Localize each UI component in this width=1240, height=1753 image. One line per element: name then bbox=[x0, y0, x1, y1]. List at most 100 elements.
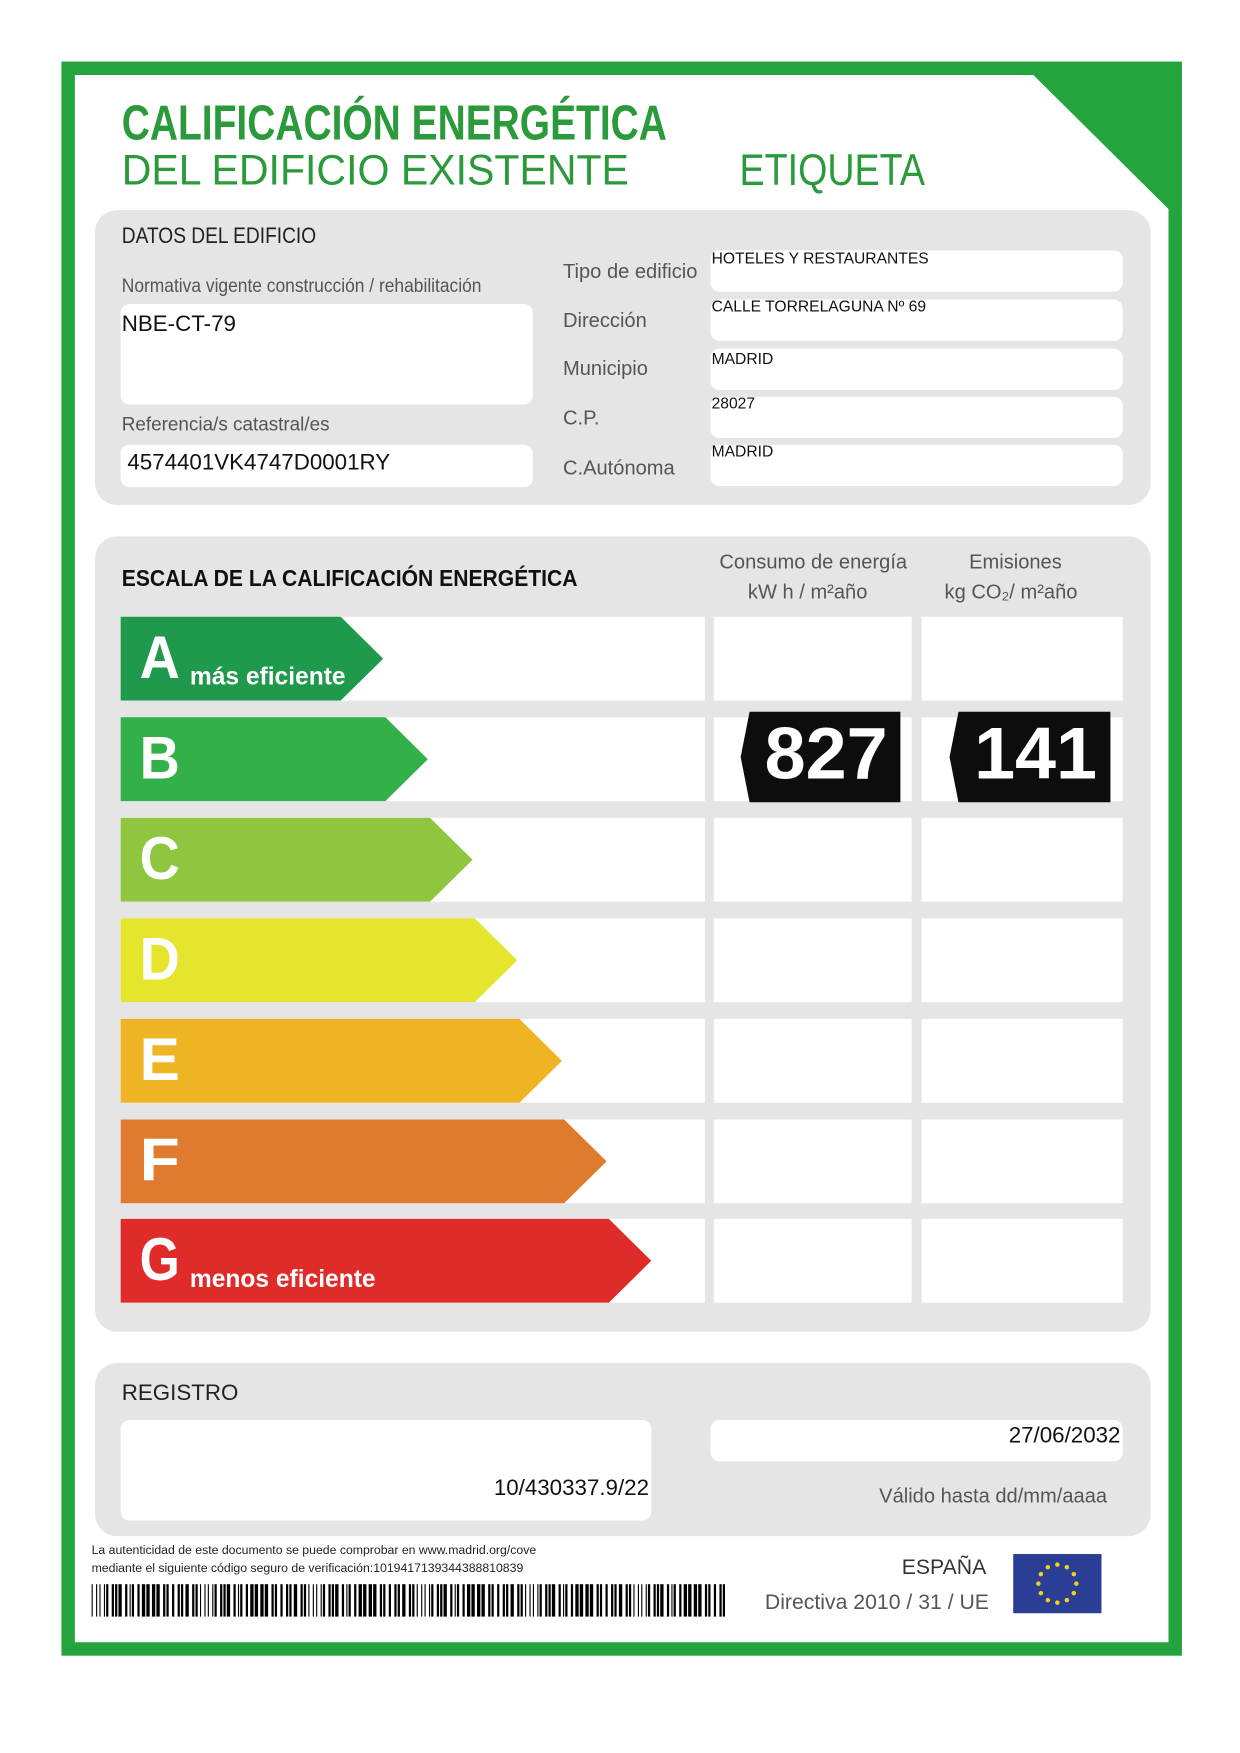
column-header: Consumo de energía bbox=[719, 551, 907, 573]
barcode-bar bbox=[402, 1584, 406, 1617]
barcode-bar bbox=[462, 1584, 465, 1617]
barcode-bar bbox=[436, 1584, 440, 1617]
cell bbox=[921, 616, 1123, 701]
verification-text: mediante el siguiente código seguro de v… bbox=[92, 1561, 524, 1575]
cell bbox=[921, 1018, 1123, 1103]
barcode-bar bbox=[537, 1584, 539, 1617]
barcode-bar bbox=[693, 1584, 698, 1617]
barcode-bar bbox=[596, 1584, 599, 1617]
barcode-bar bbox=[614, 1584, 617, 1617]
barcode-bar bbox=[454, 1584, 456, 1617]
barcode-bar bbox=[373, 1584, 377, 1617]
field-box bbox=[710, 1419, 1123, 1462]
class-letter: B bbox=[140, 723, 180, 791]
barcode-bar bbox=[722, 1584, 726, 1617]
class-arrow bbox=[120, 1119, 607, 1204]
barcode-bar bbox=[471, 1584, 475, 1617]
barcode-bar bbox=[383, 1584, 386, 1617]
class-letter: A bbox=[140, 623, 180, 691]
cell bbox=[713, 1218, 912, 1303]
eu-star bbox=[1071, 1571, 1077, 1577]
barcode-bar bbox=[548, 1584, 551, 1617]
barcode-bar bbox=[250, 1584, 254, 1617]
barcode-bar bbox=[506, 1584, 509, 1617]
eu-star bbox=[1055, 1600, 1060, 1605]
cell bbox=[921, 918, 1123, 1003]
cell bbox=[921, 1119, 1123, 1204]
class-letter: D bbox=[140, 925, 180, 993]
barcode-bar bbox=[285, 1584, 289, 1617]
section-title: REGISTRO bbox=[122, 1380, 239, 1405]
barcode-bar bbox=[708, 1584, 711, 1617]
barcode-bar bbox=[341, 1584, 345, 1617]
barcode-bar bbox=[575, 1584, 579, 1617]
section-title: DATOS DEL EDIFICIO bbox=[122, 223, 316, 248]
barcode-bar bbox=[177, 1584, 180, 1617]
cell bbox=[713, 1119, 912, 1204]
barcode-bar bbox=[192, 1584, 195, 1617]
eu-star bbox=[1038, 1590, 1044, 1596]
cell bbox=[921, 817, 1123, 902]
barcode-bar bbox=[125, 1584, 128, 1617]
field-value: 28027 bbox=[712, 396, 755, 413]
barcode-bar bbox=[456, 1584, 460, 1617]
directive: Directiva 2010 / 31 / UE bbox=[765, 1591, 989, 1614]
barcode-bar bbox=[545, 1584, 548, 1617]
barcode-bar bbox=[106, 1584, 109, 1617]
barcode-bar bbox=[363, 1584, 367, 1617]
barcode-bar bbox=[599, 1584, 603, 1617]
barcode-bar bbox=[300, 1584, 303, 1617]
field-label: Referencia/s catastral/es bbox=[122, 415, 330, 436]
field-box bbox=[710, 348, 1123, 390]
barcode-bar bbox=[416, 1584, 418, 1617]
barcode-bar bbox=[653, 1584, 656, 1617]
barcode-bar bbox=[532, 1584, 534, 1617]
field-box bbox=[120, 444, 533, 488]
barcode-bar bbox=[289, 1584, 292, 1617]
barcode-bar bbox=[466, 1584, 471, 1617]
barcode-bar bbox=[115, 1584, 118, 1617]
field-value: MADRID bbox=[712, 351, 774, 368]
barcode-bar bbox=[605, 1584, 608, 1617]
barcode-bar bbox=[141, 1584, 146, 1617]
barcode-bar bbox=[611, 1584, 614, 1617]
field-value: 27/06/2032 bbox=[1009, 1423, 1121, 1448]
class-letter: E bbox=[140, 1025, 180, 1093]
barcode-bar bbox=[450, 1584, 453, 1617]
barcode-bar bbox=[625, 1584, 628, 1617]
barcode-bar bbox=[137, 1584, 140, 1617]
barcode-bar bbox=[271, 1584, 274, 1617]
class-arrow bbox=[120, 817, 473, 902]
barcode-bar bbox=[679, 1584, 682, 1617]
barcode-bar bbox=[91, 1584, 93, 1617]
barcode-bar bbox=[589, 1584, 594, 1617]
barcode-bar bbox=[156, 1584, 160, 1617]
barcode-bar bbox=[502, 1584, 505, 1617]
barcode-bar bbox=[354, 1584, 357, 1617]
class-arrow bbox=[120, 616, 384, 701]
barcode-bar bbox=[431, 1584, 434, 1617]
barcode-bar bbox=[99, 1584, 101, 1617]
barcode-bar bbox=[226, 1584, 231, 1617]
barcode-bar bbox=[358, 1584, 362, 1617]
barcode-bar bbox=[303, 1584, 307, 1617]
barcode-bar bbox=[525, 1584, 527, 1617]
barcode-bar bbox=[274, 1584, 278, 1617]
column-header: kW h / m²año bbox=[748, 582, 867, 604]
barcode-bar bbox=[704, 1584, 708, 1617]
barcode-bar bbox=[520, 1584, 523, 1617]
barcode-bar bbox=[551, 1584, 556, 1617]
barcode-bar bbox=[96, 1584, 98, 1617]
barcode-bar bbox=[443, 1584, 447, 1617]
column-header: Emisiones bbox=[969, 551, 1062, 573]
field-box bbox=[710, 250, 1123, 292]
barcode-bar bbox=[245, 1584, 248, 1617]
barcode-bar bbox=[293, 1584, 298, 1617]
barcode-bar bbox=[146, 1584, 150, 1617]
eu-star bbox=[1074, 1581, 1079, 1586]
field-value: CALLE TORRELAGUNA Nº 69 bbox=[712, 298, 926, 315]
class-letter: G bbox=[140, 1225, 180, 1293]
field-box bbox=[710, 444, 1123, 487]
barcode-bar bbox=[481, 1584, 485, 1617]
